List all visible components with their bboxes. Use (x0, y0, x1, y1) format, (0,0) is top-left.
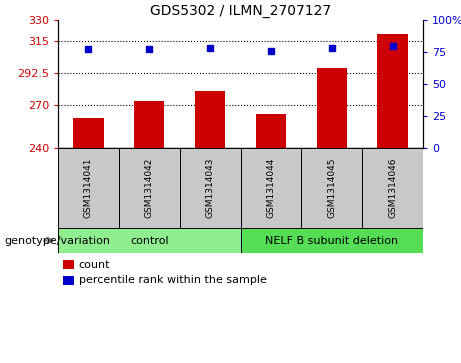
Bar (134, 101, 165, 148)
Text: GSM1314046: GSM1314046 (388, 158, 397, 218)
Bar (241, 228, 423, 253)
Bar (301, 148, 362, 228)
Text: GSM1314044: GSM1314044 (266, 158, 275, 218)
Bar (256, 114, 286, 148)
Text: count: count (79, 260, 110, 270)
Bar (317, 68, 347, 148)
Text: GSM1314043: GSM1314043 (206, 158, 214, 218)
Text: NELF B subunit deletion: NELF B subunit deletion (265, 236, 398, 245)
Title: GDS5302 / ILMN_2707127: GDS5302 / ILMN_2707127 (150, 4, 331, 17)
Text: percentile rank within the sample: percentile rank within the sample (79, 275, 266, 285)
Bar (195, 91, 225, 148)
Text: GSM1314041: GSM1314041 (84, 158, 93, 218)
Bar (119, 148, 180, 228)
Bar (378, 34, 408, 148)
Text: GSM1314042: GSM1314042 (145, 158, 154, 218)
Text: control: control (130, 236, 169, 245)
Bar (58, 148, 119, 228)
Bar (73, 118, 104, 148)
Bar (180, 148, 241, 228)
Bar (58, 228, 241, 253)
Text: GSM1314045: GSM1314045 (327, 158, 336, 218)
Bar (362, 148, 423, 228)
Text: genotype/variation: genotype/variation (5, 236, 111, 245)
Bar (241, 148, 301, 228)
